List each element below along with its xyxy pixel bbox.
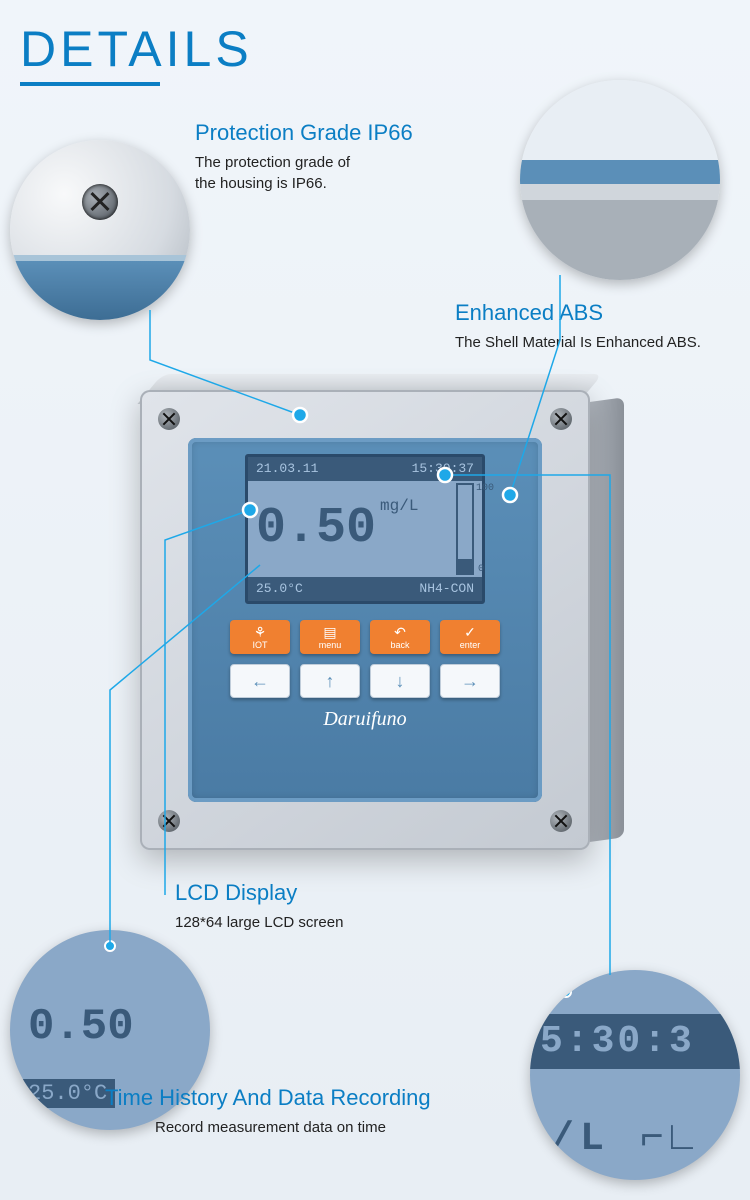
callout-record: Time History And Data Recording Record m… (105, 1085, 505, 1138)
zoom-lcd-value: 0.50 (28, 1002, 134, 1052)
enter-icon: ✓ (464, 625, 476, 639)
callout-title: Time History And Data Recording (105, 1085, 505, 1111)
callout-title: Protection Grade IP66 (195, 120, 415, 146)
lcd-value: 0.50 (256, 504, 376, 554)
zoom-time-circle: 5:30:3 /L ⌐∟ (530, 970, 740, 1180)
menu-icon: ▤ (323, 625, 336, 639)
header-title: DETAILS (20, 20, 253, 78)
connector-dot (560, 986, 572, 998)
header-underline (20, 82, 160, 86)
lcd-top-bar: 21.03.11 15:30:37 (248, 457, 482, 481)
button-row-functions: ⚘ IOT ▤ menu ↶ back ✓ enter (208, 620, 522, 654)
lcd-bottom-bar: 25.0°C NH4-CON (248, 577, 482, 601)
lcd-date: 21.03.11 (256, 461, 318, 477)
screw-icon (82, 184, 118, 220)
left-button[interactable]: ← (230, 664, 290, 698)
back-icon: ↶ (394, 625, 406, 639)
arrow-right-icon: → (461, 672, 479, 690)
screw-icon (158, 408, 180, 430)
brand-label: Daruifuno (208, 708, 522, 731)
iot-button[interactable]: ⚘ IOT (230, 620, 290, 654)
callout-ip66: Protection Grade IP66 The protection gra… (195, 120, 415, 194)
arrow-up-icon: ↑ (326, 672, 335, 690)
callout-abs: Enhanced ABS The Shell Material Is Enhan… (455, 300, 750, 353)
zoom-edge-circle (520, 80, 720, 280)
right-button[interactable]: → (440, 664, 500, 698)
button-row-arrows: ← ↑ ↓ → (208, 664, 522, 698)
down-button[interactable]: ↓ (370, 664, 430, 698)
lcd-temp: 25.0°C (256, 581, 303, 597)
zoom-lcd-temp: 25.0°C (20, 1079, 115, 1108)
callout-desc: 128*64 large LCD screen (175, 912, 475, 933)
menu-button[interactable]: ▤ menu (300, 620, 360, 654)
callout-title: Enhanced ABS (455, 300, 750, 326)
zoom-screw-circle (10, 140, 190, 320)
lcd-mode: NH4-CON (419, 581, 474, 597)
lcd-time: 15:30:37 (412, 461, 474, 477)
device-panel: 21.03.11 15:30:37 0.50 mg/L 100 0 25.0°C… (188, 438, 542, 802)
callout-title: LCD Display (175, 880, 475, 906)
connector-dot (104, 940, 116, 952)
arrow-down-icon: ↓ (396, 672, 405, 690)
callout-desc: The Shell Material Is Enhanced ABS. (455, 332, 750, 353)
header: DETAILS (20, 20, 253, 86)
back-button[interactable]: ↶ back (370, 620, 430, 654)
lcd-bargraph: 100 0 (456, 483, 474, 575)
lcd-unit: mg/L (380, 497, 418, 575)
enter-button[interactable]: ✓ enter (440, 620, 500, 654)
screw-icon (550, 408, 572, 430)
callout-desc: The protection grade of the housing is I… (195, 152, 415, 194)
screw-icon (550, 810, 572, 832)
lcd-screen: 21.03.11 15:30:37 0.50 mg/L 100 0 25.0°C… (245, 454, 485, 604)
up-button[interactable]: ↑ (300, 664, 360, 698)
callout-desc: Record measurement data on time (105, 1117, 505, 1138)
zoom-time-value: 5:30:3 (530, 1014, 740, 1069)
zoom-glyphs: /L ⌐∟ (550, 1117, 720, 1162)
callout-lcd: LCD Display 128*64 large LCD screen (175, 880, 475, 933)
device: 21.03.11 15:30:37 0.50 mg/L 100 0 25.0°C… (140, 390, 590, 850)
screw-icon (158, 810, 180, 832)
arrow-left-icon: ← (251, 672, 269, 690)
device-front: 21.03.11 15:30:37 0.50 mg/L 100 0 25.0°C… (140, 390, 590, 850)
iot-icon: ⚘ (254, 625, 267, 639)
